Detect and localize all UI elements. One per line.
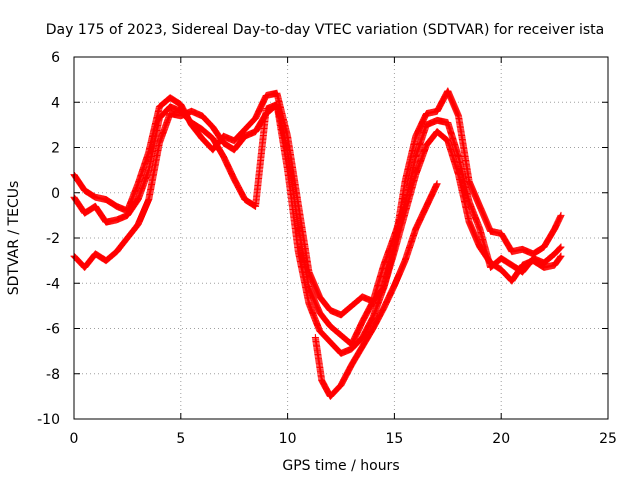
data-point xyxy=(433,180,441,188)
x-tick-label: 20 xyxy=(492,431,510,447)
y-tick-label: -2 xyxy=(46,231,60,247)
x-axis-label: GPS time / hours xyxy=(282,458,399,474)
x-tick-label: 10 xyxy=(279,431,297,447)
data-point xyxy=(556,244,564,252)
y-tick-label: -4 xyxy=(46,276,60,292)
plot-frame xyxy=(73,56,609,420)
y-axis-label: SDTVAR / TECUs xyxy=(6,181,22,296)
x-tick-label: 15 xyxy=(385,431,403,447)
x-tick-label: 0 xyxy=(70,431,79,447)
data-point xyxy=(557,243,565,251)
y-tick-label: -8 xyxy=(46,367,60,383)
data-point xyxy=(556,244,564,252)
y-tick-label: -10 xyxy=(37,412,60,428)
data-point xyxy=(557,211,565,219)
x-tick-label: 25 xyxy=(599,431,617,447)
chart-title: Day 175 of 2023, Sidereal Day-to-day VTE… xyxy=(46,22,604,38)
data-point xyxy=(557,252,565,260)
tick-layer: 0 5 10 15 20 25 -10 -8 -6 -4 -2 0 2 4 6 xyxy=(37,50,617,447)
y-tick-label: 2 xyxy=(51,141,60,157)
x-tick-label: 5 xyxy=(176,431,185,447)
data-point xyxy=(556,253,564,261)
y-tick-label: -6 xyxy=(46,322,60,338)
data-point xyxy=(556,254,564,262)
series-track-4 xyxy=(311,180,441,400)
series-track-3 xyxy=(70,101,565,357)
y-tick-label: 6 xyxy=(51,50,60,66)
y-tick-label: 0 xyxy=(51,186,60,202)
data-marks xyxy=(70,87,565,400)
grid-layer xyxy=(74,57,608,419)
y-tick-label: 4 xyxy=(51,95,60,111)
